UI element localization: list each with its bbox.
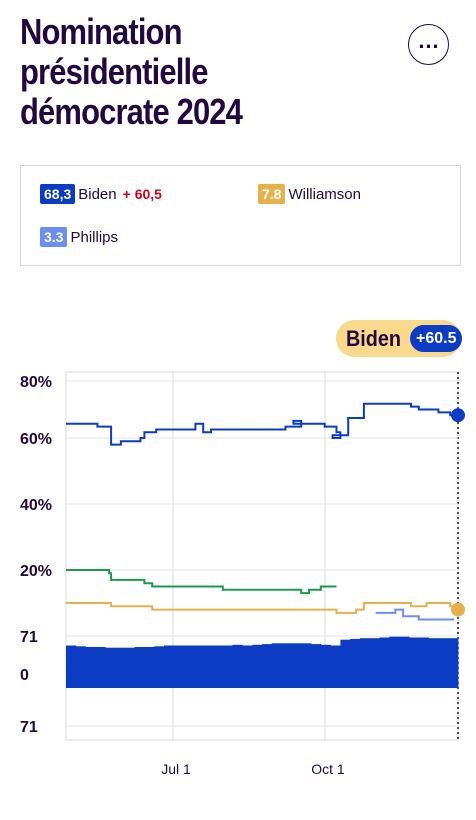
margin-bar [281,643,292,688]
margin-bar [428,638,439,688]
end-marker-biden [451,408,465,423]
series-lines [66,402,459,621]
legend-value-badge: 68,3 [40,184,76,204]
series-line-unnamed [66,569,337,595]
margin-bar [85,647,96,688]
margin-bar [213,645,224,688]
end-markers [451,408,465,617]
end-marker-williamson [451,602,465,617]
x-tick-label: Jul 1 [161,761,191,777]
margin-bar [183,645,194,688]
page-title: Nomination présidentielle démocrate 2024 [20,11,243,132]
margin-bar [222,645,233,688]
legend-item-biden: 68,3 Biden + 60,5 [40,184,162,204]
y-tick-label: 40% [20,497,52,514]
legend-item-williamson: 7.8 Williamson [258,184,361,204]
margin-bar [95,647,106,688]
legend-name: Williamson [288,185,361,203]
margin-bar [389,636,400,688]
margin-bar [291,643,302,688]
margin-bar [66,645,77,688]
margin-bar [399,636,410,688]
legend-item-phillips: 3.3 Phillips [40,227,118,247]
margin-bar [369,638,380,688]
y-tick-label: 20% [20,563,52,580]
margin-bar [193,645,204,688]
margin-bar [203,645,214,688]
margin-bar [115,647,126,688]
bar-tick-label: 0 [20,667,29,684]
margin-bars [66,636,459,688]
margin-bar [418,637,429,688]
legend-name: Phillips [70,228,118,246]
margin-bar [154,646,165,688]
margin-bar [173,645,184,688]
margin-bar [311,644,322,688]
margin-bar [105,647,116,688]
legend-value-badge: 3.3 [40,227,68,247]
margin-bar [330,645,341,688]
leader-name: Biden [346,325,402,351]
margin-bar [340,639,351,688]
margin-bar [75,646,86,688]
legend-delta: + 60,5 [122,186,162,202]
legend-value-badge: 7.8 [258,184,286,204]
leader-badge: Biden +60.5 [336,320,463,357]
margin-bar [144,647,155,688]
margin-bar [134,647,145,688]
legend-name: Biden [78,185,117,203]
margin-bar [409,637,420,688]
margin-bar [252,644,263,688]
bar-tick-label: 71 [20,719,38,736]
more-options-button[interactable]: … [408,24,449,65]
ellipsis-icon: … [417,27,440,53]
legend: 68,3 Biden + 60,5 7.8 Williamson 3.3 Phi… [20,165,461,266]
margin-bar [271,643,282,688]
leader-delta: +60.5 [410,325,463,352]
series-line-phillips [375,608,455,621]
margin-bar [360,638,371,688]
margin-bar [242,645,253,688]
margin-bar [448,638,459,688]
margin-bar [232,644,243,688]
poll-chart: 80% 60% 40% 20% 71 0 71 Jul 1 Oct 1 [20,371,465,777]
bar-tick-label: 71 [20,629,38,646]
series-line-williamson [66,602,459,614]
y-tick-label: 60% [20,431,52,448]
y-tick-label: 80% [20,374,52,391]
margin-bar [438,638,449,688]
margin-bar [164,645,175,688]
margin-bar [262,644,273,688]
margin-bar [301,643,312,688]
x-tick-label: Oct 1 [311,761,345,777]
series-line-biden [66,402,458,446]
margin-bar [320,644,331,688]
margin-bar [379,637,390,688]
margin-bar [124,647,135,688]
margin-bar [350,638,361,688]
